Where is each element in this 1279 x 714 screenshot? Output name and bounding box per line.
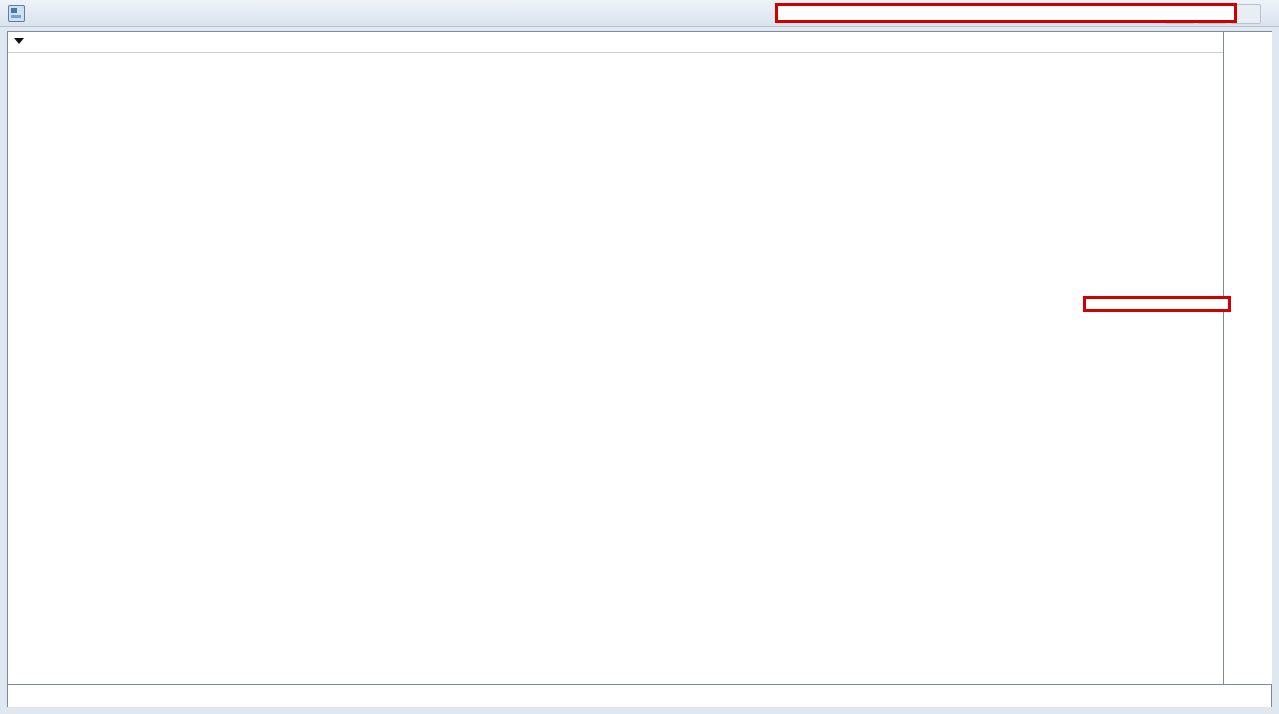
ma-support-callout [775, 3, 1237, 23]
time-axis[interactable] [8, 684, 1271, 707]
quote-header [8, 32, 1223, 53]
chart-canvas [8, 32, 1223, 684]
price-axis[interactable] [1223, 32, 1272, 684]
swing-area-callout [1083, 296, 1231, 312]
chart-frame [7, 31, 1272, 707]
chart-plot-area[interactable] [8, 32, 1223, 684]
chart-window-icon [8, 5, 25, 22]
chevron-down-icon[interactable] [14, 38, 24, 44]
